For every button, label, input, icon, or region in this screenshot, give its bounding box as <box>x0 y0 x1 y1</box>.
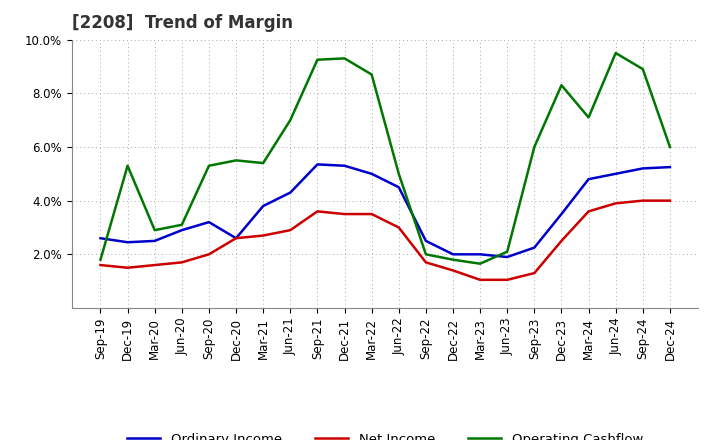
Net Income <box>367 211 376 216</box>
Ordinary Income <box>557 211 566 216</box>
Operating Cashflow <box>232 158 240 163</box>
Ordinary Income <box>530 245 539 250</box>
Ordinary Income <box>178 227 186 233</box>
Net Income <box>341 211 349 216</box>
Operating Cashflow <box>476 261 485 266</box>
Operating Cashflow <box>503 249 511 254</box>
Net Income <box>476 277 485 282</box>
Operating Cashflow <box>449 257 457 262</box>
Legend: Ordinary Income, Net Income, Operating Cashflow: Ordinary Income, Net Income, Operating C… <box>122 427 648 440</box>
Net Income <box>584 209 593 214</box>
Line: Net Income: Net Income <box>101 201 670 280</box>
Operating Cashflow <box>150 227 159 233</box>
Net Income <box>313 209 322 214</box>
Ordinary Income <box>611 171 620 176</box>
Operating Cashflow <box>341 56 349 61</box>
Operating Cashflow <box>178 222 186 227</box>
Ordinary Income <box>476 252 485 257</box>
Operating Cashflow <box>367 72 376 77</box>
Ordinary Income <box>96 235 105 241</box>
Ordinary Income <box>341 163 349 169</box>
Net Income <box>530 271 539 276</box>
Net Income <box>96 262 105 268</box>
Operating Cashflow <box>204 163 213 169</box>
Line: Ordinary Income: Ordinary Income <box>101 165 670 257</box>
Net Income <box>178 260 186 265</box>
Net Income <box>639 198 647 203</box>
Operating Cashflow <box>96 257 105 262</box>
Operating Cashflow <box>611 50 620 55</box>
Ordinary Income <box>503 254 511 260</box>
Net Income <box>286 227 294 233</box>
Operating Cashflow <box>123 163 132 169</box>
Net Income <box>204 252 213 257</box>
Operating Cashflow <box>530 144 539 150</box>
Operating Cashflow <box>395 171 403 176</box>
Ordinary Income <box>665 165 674 170</box>
Net Income <box>395 225 403 230</box>
Operating Cashflow <box>557 83 566 88</box>
Operating Cashflow <box>313 57 322 62</box>
Ordinary Income <box>286 190 294 195</box>
Ordinary Income <box>395 185 403 190</box>
Operating Cashflow <box>639 66 647 72</box>
Operating Cashflow <box>286 117 294 123</box>
Ordinary Income <box>639 166 647 171</box>
Net Income <box>123 265 132 270</box>
Ordinary Income <box>313 162 322 167</box>
Ordinary Income <box>123 240 132 245</box>
Net Income <box>259 233 268 238</box>
Ordinary Income <box>259 203 268 209</box>
Ordinary Income <box>204 220 213 225</box>
Net Income <box>557 238 566 244</box>
Ordinary Income <box>421 238 430 244</box>
Net Income <box>449 268 457 273</box>
Net Income <box>503 277 511 282</box>
Operating Cashflow <box>421 252 430 257</box>
Ordinary Income <box>367 171 376 176</box>
Net Income <box>665 198 674 203</box>
Operating Cashflow <box>665 144 674 150</box>
Operating Cashflow <box>259 161 268 166</box>
Ordinary Income <box>232 235 240 241</box>
Text: [2208]  Trend of Margin: [2208] Trend of Margin <box>72 15 293 33</box>
Net Income <box>150 262 159 268</box>
Ordinary Income <box>150 238 159 244</box>
Net Income <box>611 201 620 206</box>
Net Income <box>232 235 240 241</box>
Net Income <box>421 260 430 265</box>
Ordinary Income <box>584 176 593 182</box>
Operating Cashflow <box>584 115 593 120</box>
Line: Operating Cashflow: Operating Cashflow <box>101 53 670 264</box>
Ordinary Income <box>449 252 457 257</box>
